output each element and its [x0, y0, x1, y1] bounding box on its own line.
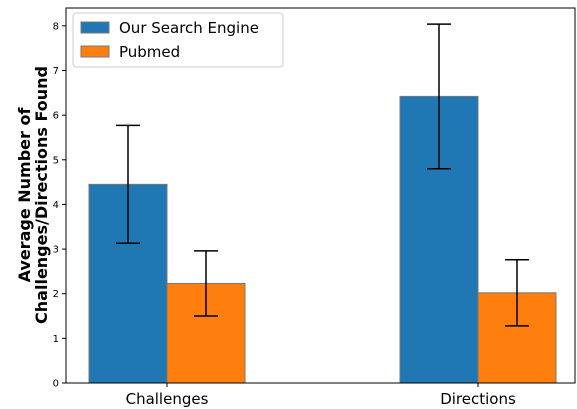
bars-group	[88, 95, 557, 384]
legend-frame	[72, 12, 284, 68]
y-tick-label: 1	[53, 334, 59, 345]
legend-label-our-search-engine: Our Search Engine	[119, 19, 259, 37]
y-tick-label: 2	[53, 289, 59, 300]
y-tick-label: 5	[53, 155, 59, 166]
y-tick-label: 3	[53, 245, 59, 256]
axes-group: 0 1 2 3 4 5 6 7 8 Challenges Directions	[53, 7, 576, 408]
x-tick-label-directions: Directions	[440, 390, 516, 408]
legend: Our Search Engine Pubmed	[72, 12, 284, 68]
y-tick-label: 8	[53, 21, 59, 32]
y-tick-label: 7	[53, 66, 59, 77]
y-tick-label: 0	[53, 379, 59, 390]
plot-frame	[65, 7, 576, 384]
y-tick-label: 6	[53, 111, 59, 122]
legend-swatch-pubmed	[80, 45, 110, 58]
y-axis-label-line-2: Challenges/Directions Found	[32, 66, 51, 324]
x-tick-label-challenges: Challenges	[126, 390, 209, 408]
legend-swatch-our-search-engine	[80, 21, 110, 34]
y-axis-label-line-1: Average Number of	[15, 107, 34, 283]
y-tick-label: 4	[53, 200, 59, 211]
error-bars-group	[116, 23, 529, 327]
legend-label-pubmed: Pubmed	[119, 43, 180, 61]
